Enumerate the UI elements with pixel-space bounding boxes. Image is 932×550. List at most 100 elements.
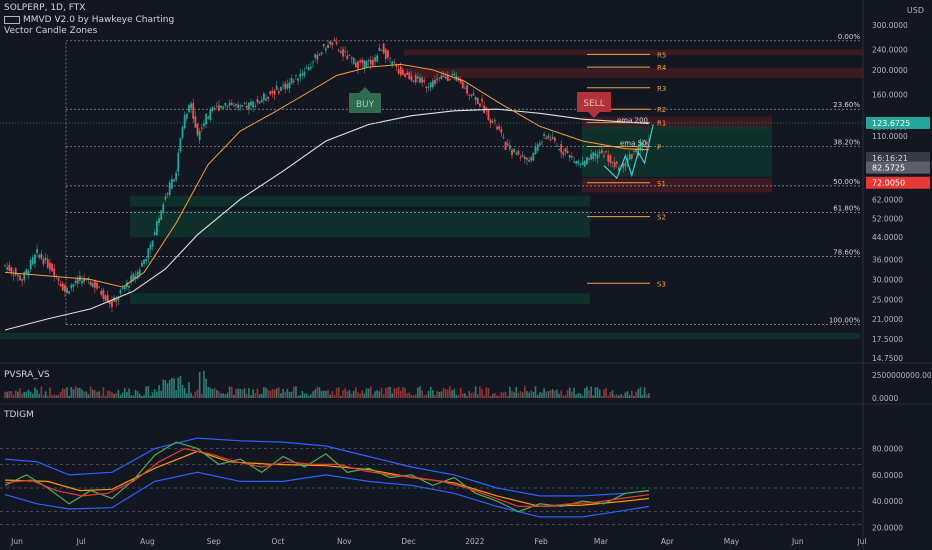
price-tick-label: 52.0000 — [872, 215, 903, 224]
candle-body — [464, 87, 466, 89]
tdi-pane[interactable] — [0, 437, 863, 526]
price-tick-label: 240.0000 — [872, 46, 908, 55]
volume-bar — [340, 395, 342, 398]
buy-signal: BUY — [349, 87, 381, 113]
volume-bar — [342, 390, 344, 398]
candle-body — [168, 182, 171, 195]
symbol-legend[interactable]: SOLPERP, 1D, FTX — [4, 3, 86, 13]
volume-bar — [134, 389, 137, 398]
candle-body — [23, 272, 26, 280]
candle-body — [500, 129, 503, 133]
candle-body — [295, 75, 297, 77]
candle-body — [401, 69, 404, 75]
candle-body — [224, 102, 227, 106]
volume-bar — [160, 390, 162, 398]
volume-bar — [605, 388, 607, 398]
candle-body — [579, 163, 582, 165]
candle-body — [143, 259, 145, 264]
tdi-series-line — [4, 437, 649, 497]
candle-body — [61, 283, 64, 291]
candle-body — [449, 79, 451, 80]
candle-body — [348, 54, 351, 56]
candle-body — [493, 120, 496, 122]
volume-bar — [138, 393, 141, 398]
candle-body — [442, 76, 445, 77]
volume-bar — [168, 379, 171, 398]
time-tick-label: Feb — [534, 537, 548, 546]
candle-body — [541, 141, 543, 143]
volume-bar — [592, 395, 595, 398]
candle-body — [151, 240, 154, 247]
time-axis[interactable]: Jun Jul Aug Sep Oct Nov Dec 2022 Feb Mar Apr May Jun… — [10, 537, 866, 546]
tdi-pane-title[interactable]: TDIGM — [4, 410, 34, 420]
volume-bar — [192, 395, 195, 398]
volume-bar — [577, 392, 580, 398]
zigzag-pattern — [603, 124, 654, 180]
volume-bar — [284, 391, 287, 398]
candle-body — [175, 172, 178, 181]
indicator-legend-vector[interactable]: Vector Candle Zones — [4, 26, 98, 36]
candle-body — [51, 263, 53, 272]
time-tick-label: Apr — [661, 537, 675, 546]
candle-body — [470, 95, 473, 96]
volume-pane[interactable] — [4, 370, 650, 398]
volume-bar — [391, 393, 394, 398]
candle-body — [389, 57, 391, 59]
candle-body — [36, 249, 38, 254]
candle-body — [519, 157, 522, 158]
candle-body — [440, 75, 443, 79]
candle-body — [115, 299, 118, 302]
candle-body — [528, 159, 531, 162]
volume-bar — [464, 393, 466, 398]
candle-body — [479, 103, 481, 107]
candle-body — [380, 49, 383, 51]
price-axis[interactable]: 300.0000240.0000200.0000160.0000120.0000… — [866, 21, 932, 532]
candle-body — [600, 149, 603, 153]
volume-bar — [111, 392, 113, 398]
candle-body — [393, 62, 396, 63]
candle-body — [218, 105, 220, 111]
volume-bar — [502, 392, 505, 398]
sell-tag-arrow — [588, 112, 600, 118]
volume-bar — [438, 391, 441, 398]
volume-bar — [205, 378, 207, 398]
volume-bar — [455, 394, 458, 398]
candle-body — [16, 274, 19, 277]
volume-bar — [357, 392, 359, 398]
candle-body — [98, 286, 101, 288]
volume-bar — [633, 395, 635, 398]
candle-body — [622, 163, 625, 168]
volume-bar — [149, 395, 152, 398]
volume-bar — [318, 387, 321, 398]
volume-bar — [641, 394, 644, 398]
candle-body — [27, 271, 30, 276]
candle-body — [324, 48, 327, 51]
volume-bar — [10, 391, 13, 398]
candle-body — [19, 275, 21, 281]
time-tick-label: May — [724, 537, 740, 546]
volume-bar — [209, 387, 212, 398]
vector-zone — [130, 195, 590, 207]
volume-bar — [6, 391, 8, 398]
volume-bar — [215, 390, 218, 398]
candle-body — [333, 39, 336, 42]
volume-bar — [506, 395, 509, 398]
price-tick-label: 21.0000 — [872, 315, 903, 324]
candle-body — [286, 83, 289, 89]
candle-body — [42, 258, 45, 265]
volume-bar — [226, 392, 229, 398]
candle-body — [147, 248, 150, 259]
candle-body — [363, 60, 366, 68]
volume-bar — [316, 386, 319, 398]
candle-body — [220, 105, 222, 108]
candle-body — [198, 131, 201, 141]
volume-bar — [648, 393, 650, 398]
ema50-label: ema 50 — [620, 139, 647, 147]
price-tick-label: 62.0000 — [872, 195, 903, 204]
volume-bar — [564, 394, 567, 398]
volume-pane-title[interactable]: PVSRA_VS — [4, 370, 50, 380]
volume-bar — [352, 390, 355, 398]
indicator-legend-mmvd[interactable]: MMVD V2.0 by Hawkeye Charting — [4, 15, 174, 26]
